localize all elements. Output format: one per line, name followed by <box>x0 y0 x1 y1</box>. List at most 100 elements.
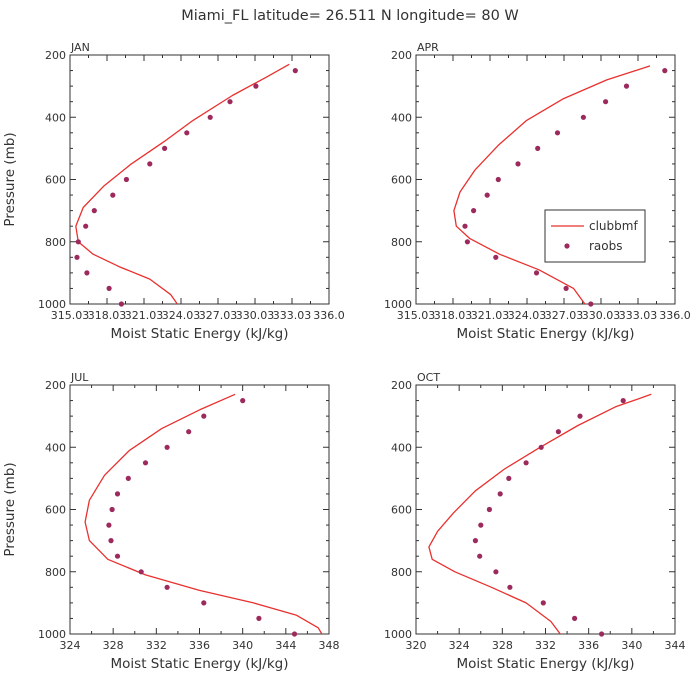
data-point-raobs <box>471 208 477 214</box>
series-line-clubbmf <box>453 65 651 304</box>
data-point-raobs <box>577 413 583 419</box>
data-point-raobs <box>486 506 492 513</box>
data-point-raobs <box>540 600 546 606</box>
panel-oct: OCT 320 324 328 332 336 340 344 200 400 600 800 1000… <box>384 371 686 672</box>
data-point-raobs <box>478 522 484 528</box>
x-tick-label: 336.0 <box>313 309 345 322</box>
figure-title: Miami_FL latitude= 26.511 N longitude= 8… <box>181 8 519 24</box>
data-point-raobs <box>493 254 499 260</box>
x-tick-label: 340 <box>621 639 642 652</box>
data-point-raobs <box>123 176 129 183</box>
y-tick-label: 800 <box>391 236 412 249</box>
data-point-raobs <box>164 584 170 590</box>
panel-label: JUL <box>70 371 89 384</box>
x-tick-label: 348 <box>319 639 340 652</box>
data-point-raobs <box>493 569 499 575</box>
y-tick-label: 1000 <box>384 298 412 311</box>
y-tick-label: 400 <box>45 441 66 454</box>
data-point-raobs <box>91 208 97 214</box>
x-tick-label: 321.03 <box>125 309 164 322</box>
data-point-raobs <box>114 553 121 559</box>
y-tick-label: 600 <box>45 504 66 517</box>
panel-jul: JUL 324 328 332 336 340 344 348 200 400 600 800 1000… <box>2 371 340 672</box>
data-point-raobs <box>292 68 298 74</box>
x-tick-label: 315.03 <box>397 309 436 322</box>
data-point-raobs <box>118 301 124 307</box>
x-tick-label: 336.0 <box>659 309 691 322</box>
x-tick-label: 327.03 <box>545 309 584 322</box>
data-point-raobs <box>523 460 529 466</box>
data-point-raobs <box>108 538 114 544</box>
y-tick-label: 400 <box>45 111 66 124</box>
panels: JAN315.03318.03321.03324.03327.03330.033… <box>2 41 691 672</box>
x-axis-label: Moist Static Energy (kJ/kg) <box>111 326 289 342</box>
legend-point-label: raobs <box>589 239 623 253</box>
y-tick-label: 1000 <box>38 628 66 641</box>
x-tick-label: 320 <box>406 639 427 652</box>
legend-box <box>544 209 646 263</box>
x-axis-label: Moist Static Energy (kJ/kg) <box>111 656 289 672</box>
y-tick-label: 600 <box>391 174 412 187</box>
data-point-raobs <box>572 615 578 622</box>
x-tick-label: 332 <box>535 639 556 652</box>
data-point-raobs <box>554 130 561 136</box>
data-point-raobs <box>106 522 112 528</box>
data-point-raobs <box>110 192 116 198</box>
data-point-raobs <box>588 301 594 307</box>
data-point-raobs <box>253 83 259 89</box>
x-tick-label: 328 <box>492 639 513 652</box>
data-point-raobs <box>184 130 190 136</box>
x-tick-label: 324.03 <box>162 309 201 322</box>
data-point-raobs <box>256 615 262 622</box>
panel-jan: JAN315.03318.03321.03324.03327.03330.033… <box>2 41 345 342</box>
data-point-raobs <box>186 429 192 435</box>
y-tick-label: 400 <box>391 441 412 454</box>
x-tick-label: 333.03 <box>273 309 312 322</box>
plot-frame <box>69 54 330 305</box>
y-tick-label: 200 <box>391 379 412 392</box>
data-point-raobs <box>74 254 80 260</box>
data-point-raobs <box>125 475 131 481</box>
data-point-raobs <box>580 114 587 120</box>
data-point-raobs <box>201 600 207 606</box>
data-point-raobs <box>533 270 540 276</box>
y-tick-label: 800 <box>45 236 66 249</box>
panel-label: APR <box>417 41 439 54</box>
x-tick-label: 332 <box>146 639 167 652</box>
x-tick-label: 344 <box>665 639 686 652</box>
x-tick-label: 336 <box>578 639 599 652</box>
data-point-raobs <box>75 239 81 245</box>
y-tick-label: 800 <box>391 566 412 579</box>
data-point-raobs <box>472 538 478 544</box>
legend: clubbmf raobs <box>544 209 646 263</box>
data-point-raobs <box>109 506 115 513</box>
series-line-clubbmf <box>428 393 652 634</box>
data-point-raobs <box>515 161 521 167</box>
data-point-raobs <box>506 475 512 481</box>
x-tick-label: 321.03 <box>471 309 510 322</box>
x-tick-label: 340 <box>232 639 253 652</box>
data-point-raobs <box>477 553 483 559</box>
data-point-raobs <box>84 270 90 276</box>
data-point-raobs <box>495 176 501 183</box>
data-point-raobs <box>207 114 213 120</box>
data-point-raobs <box>563 285 569 291</box>
panel-label: JAN <box>70 41 90 54</box>
y-tick-label: 1000 <box>384 628 412 641</box>
x-tick-label: 324 <box>449 639 470 652</box>
x-axis-label: Moist Static Energy (kJ/kg) <box>457 656 635 672</box>
data-point-raobs <box>603 99 609 105</box>
data-point-raobs <box>106 285 112 291</box>
y-tick-label: 1000 <box>38 298 66 311</box>
x-tick-label: 315.03 <box>51 309 90 322</box>
data-point-raobs <box>497 491 503 497</box>
data-point-raobs <box>83 223 89 229</box>
data-point-raobs <box>142 460 149 466</box>
data-point-raobs <box>620 398 626 404</box>
panel-apr: APR315.03318.03321.03324.03327.03330.033… <box>384 41 691 342</box>
data-point-raobs <box>240 398 246 404</box>
plot-frame <box>415 54 676 305</box>
y-tick-label: 200 <box>45 379 66 392</box>
series-line-clubbmf <box>84 393 323 634</box>
